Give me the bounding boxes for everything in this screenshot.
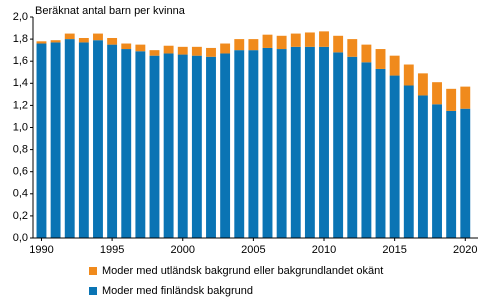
bar-segment [121, 43, 132, 50]
bar-segment [206, 47, 216, 57]
bar-segment [248, 39, 259, 51]
bar-segment [304, 32, 315, 47]
bar-segment [389, 75, 400, 238]
y-tick-label: 0,8 [13, 144, 28, 156]
bar-segment [319, 46, 329, 239]
bar-segment [163, 45, 174, 54]
chart-title: Beräknat antal barn per kvinna [35, 5, 186, 17]
bar-segment [432, 104, 442, 238]
bar-segment [149, 50, 160, 56]
bar-segment [333, 35, 344, 53]
bar-segment [234, 50, 245, 239]
y-tick-label: 0,6 [13, 166, 28, 178]
bar-segment [304, 46, 315, 239]
legend-swatch [89, 287, 97, 295]
bar-segment [403, 64, 414, 86]
bar-segment [36, 43, 47, 238]
x-tick-label: 1995 [100, 244, 124, 256]
y-tick-label: 0,4 [13, 188, 28, 200]
bar-segment [290, 46, 301, 239]
bar-segment [220, 53, 231, 239]
bar-segment [347, 56, 358, 238]
y-tick-label: 0,0 [13, 232, 28, 244]
bar-segment [460, 108, 471, 238]
y-tick-label: 1,6 [13, 55, 28, 67]
bar-segment [417, 73, 428, 96]
bar-segment [163, 53, 174, 239]
bar-segment [361, 44, 372, 63]
x-tick-label: 2020 [453, 244, 477, 256]
bar-segment [191, 46, 202, 56]
bar-segment [319, 31, 329, 47]
bar-segment [234, 39, 245, 51]
legend-label: Moder med utländsk bakgrund eller bakgru… [102, 265, 383, 277]
bar-segment [78, 42, 89, 238]
bar-segment [50, 40, 61, 43]
y-tick-label: 0,2 [13, 210, 28, 222]
y-tick-label: 1,2 [13, 99, 28, 111]
y-tick-label: 1,4 [13, 77, 28, 89]
bar-segment [206, 56, 216, 238]
bar-segment [177, 54, 188, 238]
bar-segment [93, 33, 103, 41]
bar-segment [432, 82, 442, 105]
bar-segment [446, 110, 457, 238]
bar-segment [177, 46, 188, 55]
y-tick-label: 1,8 [13, 33, 28, 45]
bar-segment [191, 55, 202, 238]
bar-segment [149, 55, 160, 238]
bar-segment [248, 50, 259, 239]
bar-segment [135, 44, 146, 52]
y-tick-label: 2,0 [13, 11, 28, 23]
legend-label: Moder med finländsk bakgrund [102, 285, 253, 297]
bar-segment [135, 51, 146, 238]
bar-segment [220, 43, 231, 54]
bar-segment [107, 37, 118, 45]
bar-segment [460, 86, 471, 109]
bar-segment [361, 62, 372, 239]
bar-segment [347, 39, 358, 57]
bar-segment [375, 49, 386, 69]
bar-segment [36, 41, 47, 44]
x-tick-label: 1990 [29, 244, 53, 256]
bar-segment [290, 33, 301, 47]
bar-segment [389, 55, 400, 76]
bar-segment [403, 85, 414, 238]
bar-segment [262, 34, 273, 48]
bar-segment [78, 37, 89, 43]
bar-segment [262, 47, 273, 238]
x-tick-label: 2010 [312, 244, 336, 256]
bar-segment [50, 42, 61, 238]
bar-segment [93, 40, 103, 238]
bar-segment [121, 49, 132, 238]
bar-segment [446, 88, 457, 111]
bar-segment [276, 49, 287, 238]
x-tick-label: 2000 [171, 244, 195, 256]
y-tick-label: 1,0 [13, 121, 28, 133]
bar-segment [375, 68, 386, 238]
bar-segment [64, 33, 75, 40]
legend-swatch [89, 267, 97, 275]
bar-segment [417, 95, 428, 238]
bar-segment [64, 39, 75, 238]
x-tick-label: 2005 [241, 244, 265, 256]
bar-segment [107, 44, 118, 238]
x-tick-label: 2015 [382, 244, 406, 256]
bar-segment [333, 52, 344, 238]
bar-segment [276, 35, 287, 50]
